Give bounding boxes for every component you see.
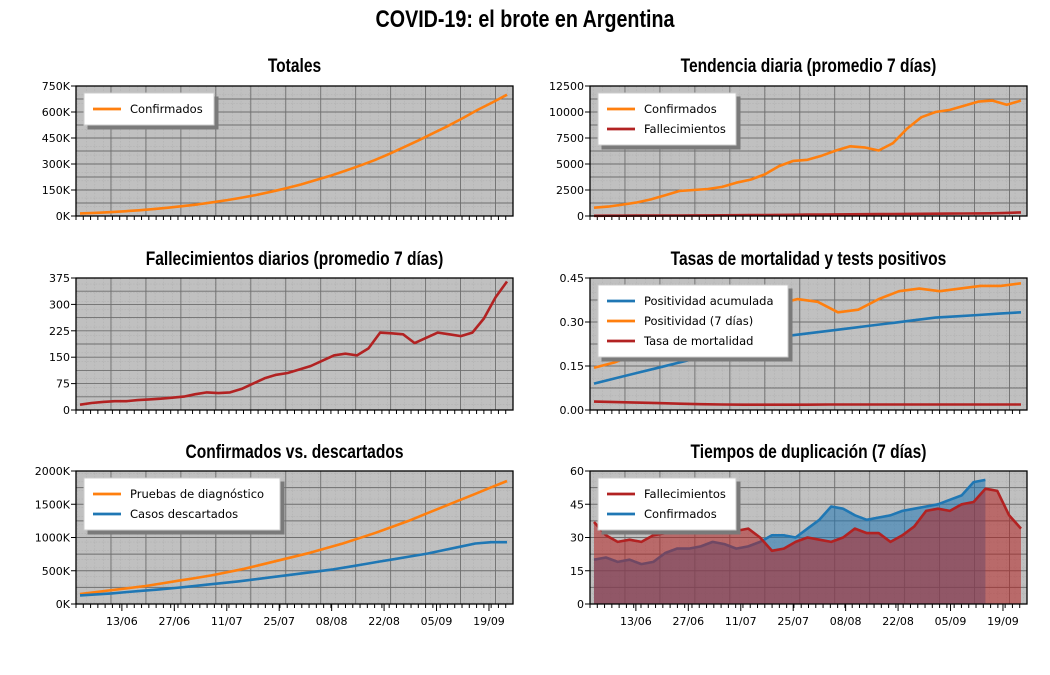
panel-descartados: Confirmados vs. descartados 0K 500K 1000K 15… bbox=[35, 441, 514, 628]
y-tick-label: 5000 bbox=[556, 158, 584, 171]
axes-frame bbox=[589, 85, 1028, 217]
y-tick-label: 300K bbox=[42, 158, 71, 171]
legend: Pruebas de diagnóstico Casos descartados bbox=[83, 477, 281, 531]
legend-label: Confirmados bbox=[644, 507, 717, 521]
x-tick-label: 05/09 bbox=[421, 615, 453, 628]
legend-label: Tasa de mortalidad bbox=[643, 334, 753, 348]
x-tick-label: 22/08 bbox=[882, 615, 914, 628]
y-tick-label: 300 bbox=[49, 298, 70, 311]
area-fallecimientos bbox=[594, 488, 1021, 604]
series-line-confirmados bbox=[593, 99, 1022, 209]
y-tick-label: 75 bbox=[56, 378, 70, 391]
y-tick-label: 225 bbox=[49, 325, 70, 338]
legend-label: Confirmados bbox=[644, 102, 717, 116]
x-tick-label: 11/07 bbox=[725, 615, 757, 628]
y-tick-label: 7500 bbox=[556, 132, 584, 145]
panel-fallecimientos: Fallecimientos diarios (promedio 7 días)… bbox=[49, 248, 514, 417]
y-tick-label: 10000 bbox=[549, 106, 584, 119]
x-tick-label: 25/07 bbox=[777, 615, 809, 628]
panel-title: Totales bbox=[268, 55, 321, 77]
y-tick-label: 750K bbox=[42, 80, 71, 93]
series-line-casos-descartados bbox=[79, 540, 507, 597]
y-tick-label: 0.45 bbox=[560, 272, 585, 285]
x-tick-label: 08/08 bbox=[316, 615, 348, 628]
y-tick-label: 15 bbox=[570, 565, 584, 578]
legend-label: Positividad (7 días) bbox=[644, 314, 753, 328]
panel-tasas: Tasas de mortalidad y tests positivos 0.0… bbox=[560, 248, 1028, 417]
y-tick-label: 0K bbox=[56, 598, 71, 611]
panel-title: Fallecimientos diarios (promedio 7 días) bbox=[146, 248, 444, 270]
series-line-pruebas-de-diagn-stico bbox=[79, 479, 508, 596]
legend-box bbox=[597, 477, 737, 531]
y-tick-label: 500K bbox=[42, 565, 71, 578]
legend-label: Pruebas de diagnóstico bbox=[130, 487, 264, 501]
panel-duplicacion: Tiempos de duplicación (7 días) 0 15 30 45 60… bbox=[570, 441, 1028, 628]
y-tick-label: 0K bbox=[56, 210, 71, 223]
series-line-fallecimientos bbox=[593, 487, 1022, 553]
y-tick-label: 0.30 bbox=[560, 316, 585, 329]
y-tick-label: 12500 bbox=[549, 80, 584, 93]
panel-title: Tendencia diaria (promedio 7 días) bbox=[681, 55, 937, 77]
series-line-tasa-de-mortalidad bbox=[593, 400, 1021, 406]
axes-frame bbox=[75, 470, 514, 605]
legend-box bbox=[597, 284, 789, 358]
series-line-confirmados bbox=[79, 93, 508, 215]
series-line-fallecimientos-diarios bbox=[79, 280, 509, 406]
y-tick-label: 0.00 bbox=[560, 404, 585, 417]
axes-frame bbox=[589, 470, 1028, 605]
x-tick-label: 11/07 bbox=[211, 615, 243, 628]
y-tick-label: 2000K bbox=[35, 465, 71, 478]
panel-title: Confirmados vs. descartados bbox=[185, 441, 403, 463]
y-tick-label: 2500 bbox=[556, 184, 584, 197]
legend-label: Confirmados bbox=[130, 102, 203, 116]
y-tick-label: 1000K bbox=[35, 532, 71, 545]
axes-frame bbox=[75, 85, 514, 217]
x-tick-label: 27/06 bbox=[672, 615, 704, 628]
axes-frame bbox=[589, 277, 1028, 411]
legend-box bbox=[83, 477, 281, 531]
y-tick-label: 0 bbox=[63, 404, 70, 417]
legend: Confirmados bbox=[83, 92, 215, 126]
legend-label: Fallecimientos bbox=[644, 487, 726, 501]
figure-title: COVID-19: el brote en Argentina bbox=[375, 6, 675, 33]
panel-tendencia: Tendencia diaria (promedio 7 días) 0 2500 5… bbox=[549, 55, 1028, 223]
y-tick-label: 150 bbox=[49, 351, 70, 364]
series-line-positividad-acumulada bbox=[593, 311, 1022, 385]
legend: Positividad acumulada Positividad (7 días… bbox=[597, 284, 789, 358]
x-tick-label: 25/07 bbox=[263, 615, 295, 628]
y-tick-label: 0 bbox=[577, 210, 584, 223]
y-tick-label: 45 bbox=[570, 498, 584, 511]
x-tick-label: 27/06 bbox=[158, 615, 190, 628]
panel-title: Tasas de mortalidad y tests positivos bbox=[671, 248, 947, 270]
legend-label: Fallecimientos bbox=[644, 122, 726, 136]
panel-title: Tiempos de duplicación (7 días) bbox=[691, 441, 927, 463]
y-tick-label: 1500K bbox=[35, 498, 71, 511]
legend: Confirmados Fallecimientos bbox=[597, 92, 737, 146]
legend-box bbox=[597, 92, 737, 146]
x-tick-label: 13/06 bbox=[620, 615, 652, 628]
y-tick-label: 450K bbox=[42, 132, 71, 145]
x-tick-label: 08/08 bbox=[830, 615, 862, 628]
x-tick-label: 05/09 bbox=[935, 615, 967, 628]
y-tick-label: 30 bbox=[570, 532, 584, 545]
legend-label: Positividad acumulada bbox=[644, 294, 774, 308]
y-tick-label: 0 bbox=[577, 598, 584, 611]
panel-totales: Totales 0K 150K 300K 450K 600K 750K Confirmados bbox=[42, 55, 514, 223]
x-tick-label: 19/09 bbox=[473, 615, 505, 628]
x-tick-label: 19/09 bbox=[987, 615, 1019, 628]
legend-label: Casos descartados bbox=[130, 507, 238, 521]
y-tick-label: 375 bbox=[49, 272, 70, 285]
x-tick-label: 22/08 bbox=[368, 615, 400, 628]
x-tick-label: 13/06 bbox=[106, 615, 138, 628]
y-tick-label: 600K bbox=[42, 106, 71, 119]
legend: Fallecimientos Confirmados bbox=[597, 477, 737, 531]
axes-frame bbox=[75, 277, 514, 411]
y-tick-label: 60 bbox=[570, 465, 584, 478]
y-tick-label: 0.15 bbox=[560, 360, 585, 373]
y-tick-label: 150K bbox=[42, 184, 71, 197]
